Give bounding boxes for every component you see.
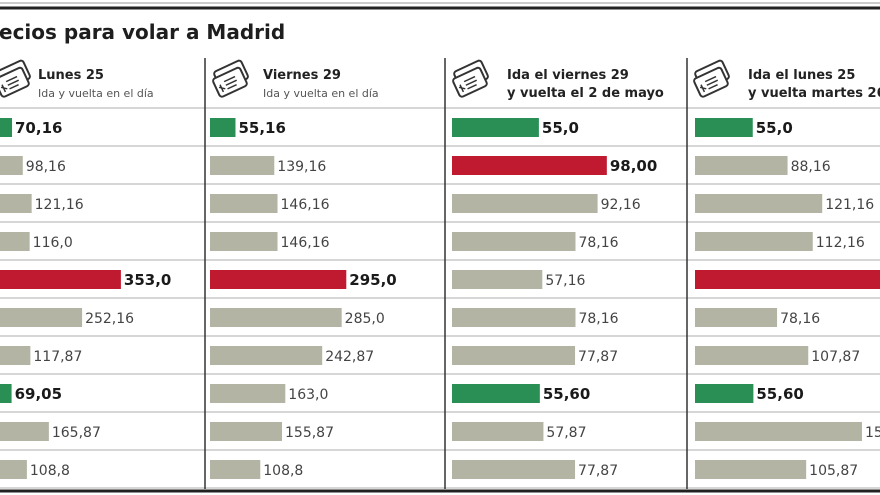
bar — [452, 308, 576, 327]
bar — [210, 194, 278, 213]
panel-title: Lunes 25 — [38, 68, 104, 83]
bar — [452, 270, 543, 289]
ticket-icon — [693, 59, 730, 98]
bar-cheapest — [0, 118, 13, 137]
bar-value-label: 242,87 — [325, 349, 374, 365]
bar-most-expensive — [695, 270, 880, 289]
bar-cheapest — [695, 118, 753, 137]
bar-value-label: 77,87 — [578, 349, 618, 365]
bar-value-label: 108,8 — [30, 463, 70, 479]
ticket-icon — [452, 59, 489, 98]
bar-value-label: 108,8 — [263, 463, 303, 479]
ticket-icon — [212, 59, 249, 98]
bar-value-label: 165,87 — [52, 425, 101, 441]
bar-value-label: 57,16 — [545, 273, 585, 289]
bar — [210, 232, 278, 251]
panel-title-line2: y vuelta martes 26 — [748, 86, 880, 101]
bar-value-label: 121,16 — [825, 197, 874, 213]
bar — [695, 194, 823, 213]
bar-value-label: 55,60 — [543, 385, 590, 403]
bar-value-label: 285,0 — [345, 311, 385, 327]
bar-value-label: 146,16 — [281, 197, 330, 213]
bar-value-label: 139,16 — [277, 159, 326, 175]
bar — [210, 460, 261, 479]
bar-value-label: 98,16 — [26, 159, 66, 175]
bar-value-label: 121,16 — [35, 197, 84, 213]
bar-cheapest — [695, 384, 754, 403]
bar — [695, 460, 807, 479]
panel-subtitle: Ida y vuelta en el día — [38, 87, 154, 100]
bar-value-label: 146,16 — [281, 235, 330, 251]
bar-value-label: 92,16 — [601, 197, 641, 213]
bar-value-label: 57,87 — [546, 425, 586, 441]
bar-value-label: 117,87 — [33, 349, 82, 365]
panel-title: Viernes 29 — [263, 68, 341, 83]
bar — [210, 308, 342, 327]
bar-cheapest — [452, 384, 540, 403]
bar-value-label: 69,05 — [15, 385, 62, 403]
bar-cheapest — [452, 118, 539, 137]
bar — [210, 346, 323, 365]
bar-cheapest — [210, 118, 236, 137]
bar — [695, 346, 809, 365]
bar-value-label: 55,0 — [756, 119, 793, 137]
bar-value-label: 112,16 — [816, 235, 865, 251]
bar — [0, 308, 83, 327]
panel-1: Lunes 25 Ida y vuelta en el día 70,16 98,16… — [0, 59, 171, 479]
bar-value-label: 155,87 — [285, 425, 334, 441]
bar-most-expensive — [210, 270, 347, 289]
bar — [0, 460, 27, 479]
bar-value-label: 116,0 — [33, 235, 73, 251]
bar — [210, 384, 286, 403]
bar — [0, 346, 31, 365]
bar — [452, 422, 544, 441]
bar-value-label: 78,16 — [578, 235, 618, 251]
panel-4: Ida el lunes 25 y vuelta martes 26 55,0 88,… — [693, 59, 880, 479]
bar-value-label: 70,16 — [15, 119, 62, 137]
bar-value-label: 55,16 — [238, 119, 285, 137]
bar-value-label: 78,16 — [578, 311, 618, 327]
bar — [210, 422, 283, 441]
bar-cheapest — [0, 384, 12, 403]
chart-title: ecios para volar a Madrid — [0, 20, 285, 44]
bar-value-label: 163,0 — [288, 387, 328, 403]
bar — [0, 156, 23, 175]
bar — [695, 308, 778, 327]
bar-value-label: 55,0 — [542, 119, 579, 137]
bar-value-label: 98,00 — [610, 157, 657, 175]
bar-value-label: 105,87 — [809, 463, 858, 479]
bar — [0, 194, 32, 213]
bar — [0, 422, 49, 441]
bar-value-label: 77,87 — [578, 463, 618, 479]
bar-value-label: 295,0 — [349, 271, 396, 289]
bar-value-label: 252,16 — [85, 311, 134, 327]
bar — [695, 232, 813, 251]
bar — [0, 232, 30, 251]
bar-value-label: 55,60 — [756, 385, 803, 403]
bar-value-label: 78,16 — [780, 311, 820, 327]
bar-value-label: 88,16 — [791, 159, 831, 175]
bar-value-label: 15 — [865, 425, 880, 441]
panel-2: Viernes 29 Ida y vuelta en el día 55,16 139… — [210, 59, 397, 479]
bar — [695, 156, 788, 175]
ticket-icon — [0, 59, 31, 98]
bar — [695, 422, 862, 441]
panel-title: Ida el lunes 25 — [748, 68, 855, 83]
bar-most-expensive — [0, 270, 121, 289]
panel-subtitle: Ida y vuelta en el día — [263, 87, 379, 100]
panel-3: Ida el viernes 29 y vuelta el 2 de mayo 55… — [452, 59, 664, 479]
bar — [210, 156, 275, 175]
panel-title: Ida el viernes 29 — [507, 68, 629, 83]
panel-title-line2: y vuelta el 2 de mayo — [507, 86, 664, 101]
bar — [452, 194, 598, 213]
bar — [452, 346, 576, 365]
bar — [452, 232, 576, 251]
bar-most-expensive — [452, 156, 607, 175]
bar-value-label: 353,0 — [124, 271, 171, 289]
bar-value-label: 107,87 — [811, 349, 860, 365]
bar — [452, 460, 576, 479]
